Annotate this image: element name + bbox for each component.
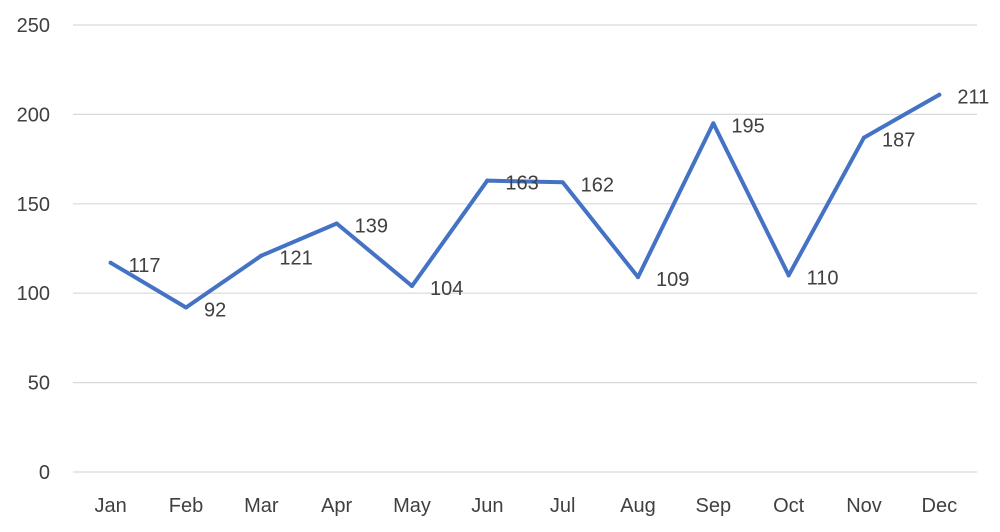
series-line	[108, 92, 942, 310]
x-tick-label: Feb	[169, 495, 203, 517]
x-tick-label: Jun	[471, 495, 503, 517]
data-labels: 117 92 121 139 104 163 162 109 195 110 187 211	[129, 87, 990, 322]
data-label: 109	[656, 269, 689, 291]
data-label: 104	[430, 278, 463, 300]
data-label: 195	[731, 115, 764, 137]
data-point	[334, 221, 339, 226]
x-tick-label: Jul	[550, 495, 576, 517]
data-point	[184, 305, 188, 310]
data-point	[711, 121, 716, 126]
data-point	[410, 284, 414, 289]
y-tick-label: 0	[39, 462, 50, 484]
data-label: 163	[505, 173, 538, 195]
data-label: 139	[355, 215, 388, 237]
x-tick-label: Mar	[244, 495, 279, 517]
x-axis-tick-labels: Jan Feb Mar Apr May Jun Jul Aug Sep Oct Nov Dec	[95, 495, 958, 517]
data-label: 187	[882, 130, 915, 152]
data-point	[786, 273, 791, 278]
data-point	[862, 135, 866, 140]
data-label: 117	[129, 255, 161, 277]
x-tick-label: Oct	[773, 495, 805, 517]
x-tick-label: Dec	[922, 495, 958, 517]
y-tick-label: 150	[17, 194, 50, 216]
data-point	[485, 178, 490, 183]
x-tick-label: Nov	[846, 495, 882, 517]
series-group	[108, 92, 942, 310]
data-point	[636, 275, 640, 280]
y-axis-tick-labels: 0 50 100 150 200 250	[17, 15, 50, 484]
data-label: 110	[807, 267, 839, 289]
data-label: 162	[581, 174, 614, 196]
x-tick-label: May	[393, 495, 431, 517]
data-point	[937, 92, 942, 97]
data-point	[259, 253, 264, 258]
data-label: 211	[957, 87, 989, 109]
y-tick-label: 200	[17, 104, 50, 126]
x-tick-label: Sep	[696, 495, 732, 517]
data-point	[560, 180, 565, 185]
y-tick-label: 100	[17, 283, 50, 305]
x-tick-label: Aug	[620, 495, 656, 517]
y-tick-label: 50	[28, 373, 50, 395]
x-tick-label: Apr	[321, 495, 352, 517]
data-label: 92	[204, 300, 226, 322]
data-point	[108, 260, 113, 265]
data-label: 121	[279, 248, 312, 270]
x-tick-label: Jan	[95, 495, 127, 517]
gridlines	[73, 24, 977, 473]
y-tick-label: 250	[17, 15, 50, 37]
